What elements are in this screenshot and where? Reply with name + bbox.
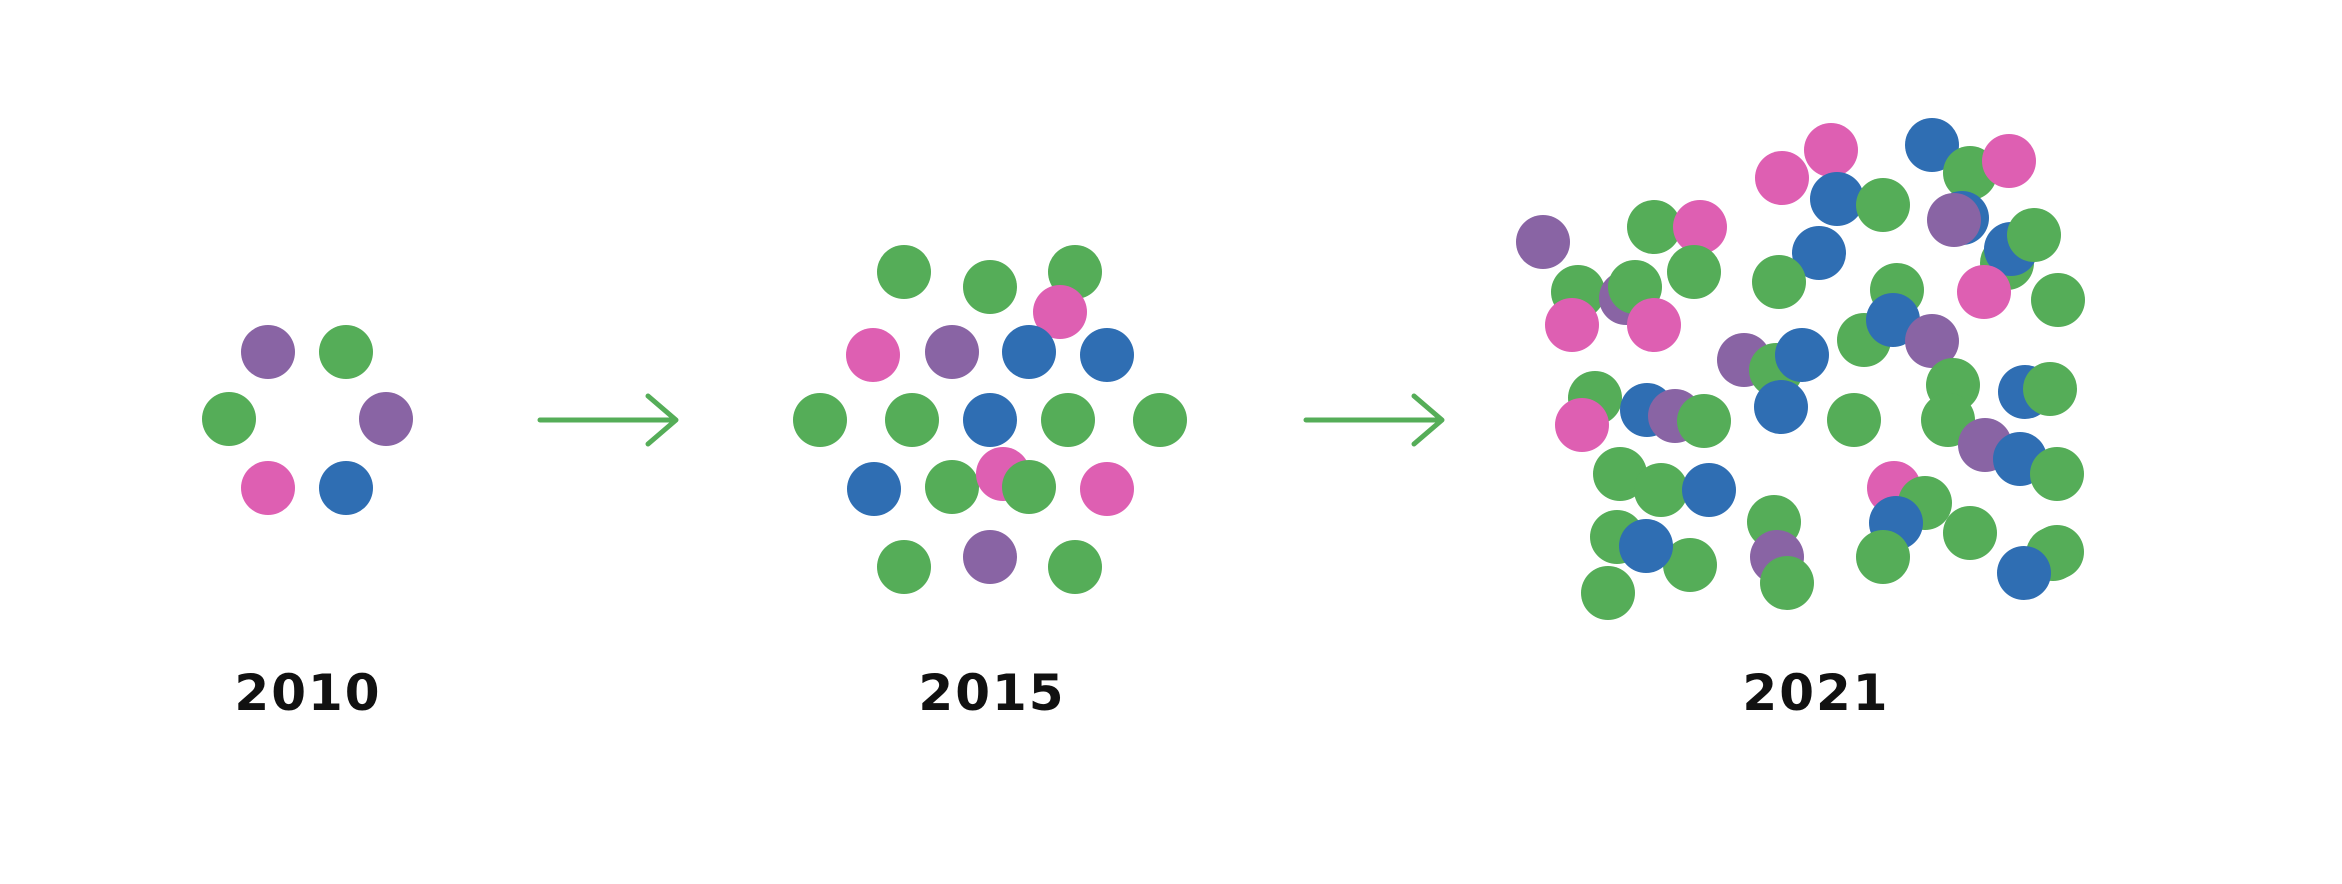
dot-green — [793, 393, 847, 447]
dot-purple — [1905, 314, 1959, 368]
dot-pink — [1033, 285, 1087, 339]
stage-2015-cluster — [793, 245, 1187, 594]
dot-blue — [1080, 328, 1134, 382]
dot-pink — [1755, 151, 1809, 205]
dot-green — [877, 540, 931, 594]
dot-green — [1667, 245, 1721, 299]
dot-green — [1627, 200, 1681, 254]
dot-pink — [1555, 398, 1609, 452]
dot-green — [1663, 538, 1717, 592]
dot-purple — [925, 325, 979, 379]
dot-green — [1593, 447, 1647, 501]
dot-green — [963, 260, 1017, 314]
dot-pink — [1545, 298, 1599, 352]
year-label-2015: 2015 — [918, 664, 1065, 722]
dot-pink — [1673, 200, 1727, 254]
dot-green — [1856, 530, 1910, 584]
dot-green — [2030, 447, 2084, 501]
dot-pink — [241, 461, 295, 515]
dot-green — [2023, 362, 2077, 416]
dot-green — [202, 392, 256, 446]
dot-green — [1581, 566, 1635, 620]
dot-green — [1856, 178, 1910, 232]
dot-pink — [1080, 462, 1134, 516]
dot-blue — [1792, 226, 1846, 280]
stage-2021-cluster — [1516, 118, 2085, 620]
dot-blue — [963, 393, 1017, 447]
dot-pink — [1982, 134, 2036, 188]
dot-green — [1760, 556, 1814, 610]
dot-blue — [1619, 519, 1673, 573]
dot-purple — [1927, 193, 1981, 247]
dot-green — [1677, 394, 1731, 448]
arrow-1 — [537, 393, 679, 447]
year-label-2010: 2010 — [234, 664, 381, 722]
dot-blue — [1775, 328, 1829, 382]
dot-green — [1943, 506, 1997, 560]
dot-green — [1634, 463, 1688, 517]
dot-green — [319, 325, 373, 379]
dot-pink — [1957, 265, 2011, 319]
dot-green — [2031, 273, 2085, 327]
dot-purple — [963, 530, 1017, 584]
dot-green — [877, 245, 931, 299]
dot-green — [1827, 393, 1881, 447]
dot-purple — [241, 325, 295, 379]
dot-green — [1752, 255, 1806, 309]
dot-blue — [319, 461, 373, 515]
dot-pink — [1804, 123, 1858, 177]
stage-2010-cluster — [202, 325, 413, 515]
dot-pink — [1627, 298, 1681, 352]
dot-blue — [847, 462, 901, 516]
dot-green — [1041, 393, 1095, 447]
dot-green — [885, 393, 939, 447]
dot-blue — [1002, 325, 1056, 379]
dot-green — [925, 460, 979, 514]
dot-blue — [1810, 172, 1864, 226]
arrow-2 — [1303, 393, 1445, 447]
dot-green — [1048, 540, 1102, 594]
dot-blue — [1682, 463, 1736, 517]
dot-purple — [1516, 215, 1570, 269]
dot-blue — [1997, 546, 2051, 600]
dot-pink — [846, 328, 900, 382]
year-label-2021: 2021 — [1742, 664, 1889, 722]
dot-blue — [1754, 380, 1808, 434]
dot-green — [2007, 208, 2061, 262]
dot-green — [1002, 460, 1056, 514]
dot-blue — [1905, 118, 1959, 172]
dot-green — [1133, 393, 1187, 447]
dot-purple — [359, 392, 413, 446]
